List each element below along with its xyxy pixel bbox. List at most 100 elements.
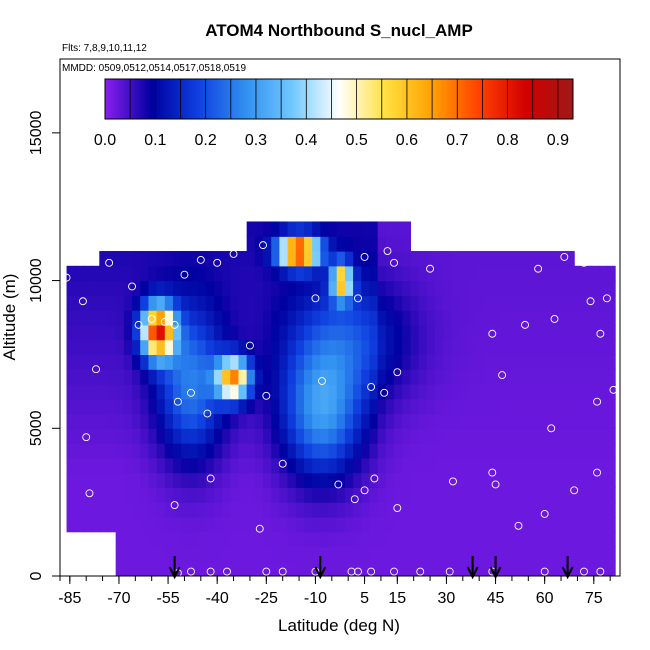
- field-cell: [369, 236, 379, 252]
- field-cell: [361, 516, 371, 533]
- field-cell: [148, 310, 158, 326]
- field-cell: [66, 516, 76, 533]
- field-cell: [213, 531, 223, 548]
- field-cell: [320, 295, 330, 311]
- field-cell: [565, 339, 575, 356]
- field-cell: [606, 324, 616, 341]
- field-cell: [312, 443, 321, 459]
- x-tick-label: 15: [388, 590, 406, 607]
- field-cell: [205, 295, 215, 311]
- field-cell: [361, 251, 371, 267]
- field-cell: [107, 516, 117, 533]
- field-cell: [369, 516, 379, 533]
- field-cell: [565, 265, 575, 282]
- field-cell: [541, 487, 551, 503]
- field-cell: [74, 472, 84, 488]
- field-cell: [246, 472, 256, 488]
- field-cell: [148, 369, 158, 385]
- field-cell: [115, 265, 125, 282]
- field-cell: [574, 546, 583, 562]
- field-cell: [279, 502, 289, 518]
- field-cell: [140, 561, 150, 576]
- field-cell: [574, 443, 583, 459]
- field-cell: [287, 383, 297, 400]
- field-cell: [148, 339, 158, 356]
- field-cell: [484, 369, 493, 385]
- field-cell: [123, 561, 133, 576]
- field-cell: [140, 502, 150, 518]
- field-cell: [508, 413, 518, 429]
- field-cell: [181, 546, 190, 562]
- field-cell: [467, 339, 477, 356]
- field-cell: [426, 502, 436, 518]
- field-cell: [525, 339, 534, 356]
- field-cell: [451, 546, 461, 562]
- field-cell: [451, 280, 461, 296]
- field-cell: [516, 561, 526, 576]
- field-cell: [443, 295, 452, 311]
- field-cell: [467, 546, 477, 562]
- field-cell: [369, 457, 379, 474]
- field-cell: [369, 502, 379, 518]
- field-cell: [336, 324, 346, 341]
- field-cell: [148, 561, 158, 576]
- field-cell: [271, 398, 281, 415]
- field-cell: [500, 443, 510, 459]
- field-cell: [254, 265, 264, 282]
- colorbar-tick-label: 0.8: [496, 132, 518, 149]
- field-cell: [156, 369, 166, 385]
- field-cell: [516, 487, 526, 503]
- field-cell: [246, 310, 256, 326]
- field-cell: [574, 428, 583, 444]
- field-cell: [410, 516, 420, 533]
- field-cell: [181, 339, 190, 356]
- sample-point: [570, 486, 579, 495]
- field-cell: [353, 516, 362, 533]
- field-cell: [156, 383, 166, 400]
- field-cell: [82, 324, 92, 341]
- sample-point: [213, 258, 222, 267]
- field-cell: [434, 502, 444, 518]
- field-cell: [132, 369, 141, 385]
- field-cell: [557, 369, 567, 385]
- field-cell: [484, 487, 493, 503]
- field-cell: [254, 561, 264, 576]
- field-cell: [271, 310, 281, 326]
- field-cell: [565, 428, 575, 444]
- field-cell: [590, 383, 600, 400]
- field-cell: [312, 502, 321, 518]
- field-cell: [303, 354, 313, 370]
- field-cell: [328, 339, 338, 356]
- field-cell: [164, 487, 174, 503]
- field-cell: [115, 413, 125, 429]
- sample-point: [278, 459, 287, 468]
- field-cell: [336, 428, 346, 444]
- field-cell: [394, 221, 403, 237]
- field-cell: [369, 295, 379, 311]
- field-cell: [549, 516, 559, 533]
- field-cell: [565, 398, 575, 415]
- field-cell: [377, 502, 387, 518]
- field-cell: [189, 383, 199, 400]
- field-cell: [418, 487, 428, 503]
- field-cell: [353, 457, 362, 474]
- field-cell: [279, 487, 289, 503]
- field-cell: [303, 502, 313, 518]
- concentration-field: [66, 221, 616, 576]
- field-cell: [426, 531, 436, 548]
- field-cell: [508, 398, 518, 415]
- field-cell: [443, 502, 452, 518]
- field-cell: [590, 265, 600, 282]
- field-cell: [418, 251, 428, 267]
- field-cell: [148, 265, 158, 282]
- field-cell: [66, 472, 76, 488]
- field-cell: [115, 398, 125, 415]
- field-cell: [402, 383, 412, 400]
- field-cell: [230, 428, 240, 444]
- field-cell: [230, 383, 240, 400]
- field-cell: [172, 383, 182, 400]
- field-cell: [254, 280, 264, 296]
- field-cell: [197, 413, 207, 429]
- field-cell: [132, 295, 141, 311]
- field-cell: [394, 516, 403, 533]
